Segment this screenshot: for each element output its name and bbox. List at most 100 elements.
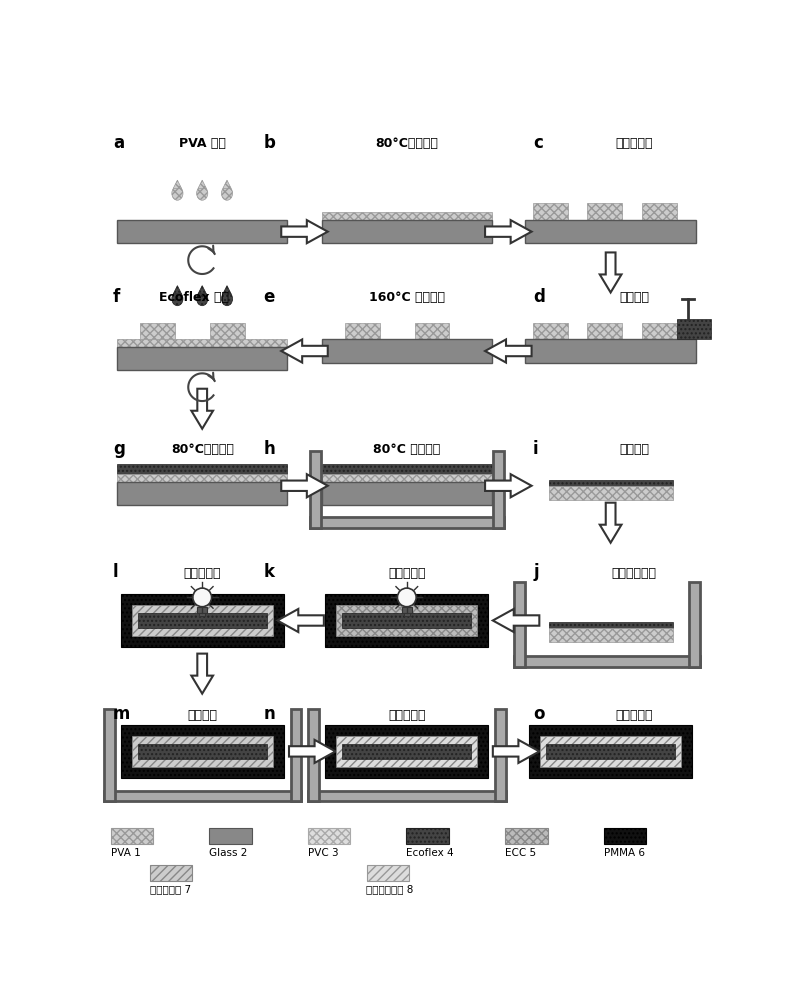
- Bar: [310, 517, 504, 528]
- Bar: [533, 323, 568, 339]
- Polygon shape: [492, 740, 539, 763]
- Bar: [117, 347, 287, 370]
- Bar: [533, 203, 568, 220]
- Bar: [540, 736, 681, 767]
- Bar: [336, 605, 477, 636]
- Bar: [343, 613, 471, 628]
- Text: PVC 3: PVC 3: [308, 848, 339, 858]
- Bar: [321, 474, 492, 482]
- Bar: [197, 607, 207, 613]
- Bar: [495, 709, 506, 801]
- Polygon shape: [278, 609, 324, 632]
- Polygon shape: [173, 286, 182, 294]
- Bar: [529, 725, 692, 778]
- Bar: [402, 607, 412, 613]
- Bar: [549, 480, 672, 486]
- Bar: [549, 628, 672, 642]
- Bar: [321, 464, 492, 474]
- Polygon shape: [223, 180, 232, 188]
- Bar: [404, 613, 410, 616]
- Text: 激光切割: 激光切割: [619, 443, 649, 456]
- Bar: [117, 482, 287, 505]
- Polygon shape: [173, 180, 182, 188]
- Text: c: c: [533, 134, 543, 152]
- Bar: [111, 828, 153, 844]
- Bar: [325, 725, 488, 778]
- Bar: [308, 828, 351, 844]
- Polygon shape: [282, 339, 328, 363]
- Text: j: j: [533, 563, 538, 581]
- Text: 水凝胶电极: 水凝胶电极: [615, 709, 653, 722]
- Circle shape: [397, 588, 416, 607]
- Text: d: d: [533, 288, 545, 306]
- Text: m: m: [113, 705, 131, 723]
- Text: l: l: [113, 563, 119, 581]
- Text: 160°C 烘箱加热: 160°C 烘箱加热: [369, 291, 445, 304]
- Bar: [676, 319, 711, 339]
- Bar: [345, 323, 380, 339]
- Ellipse shape: [197, 292, 208, 306]
- Text: PVA 1: PVA 1: [111, 848, 140, 858]
- Polygon shape: [485, 474, 531, 497]
- Bar: [132, 605, 273, 636]
- Ellipse shape: [197, 186, 208, 200]
- Bar: [117, 464, 287, 474]
- Text: 疏水处理: 疏水处理: [187, 709, 217, 722]
- Bar: [505, 828, 548, 844]
- Text: 80°C烘箱加热: 80°C烘箱加热: [170, 443, 234, 456]
- Bar: [199, 613, 205, 616]
- Bar: [642, 203, 676, 220]
- Bar: [549, 622, 672, 628]
- Text: Ecoflex 旋涂: Ecoflex 旋涂: [159, 291, 229, 304]
- Text: Ecoflex 4: Ecoflex 4: [407, 848, 454, 858]
- Text: n: n: [263, 705, 275, 723]
- Text: a: a: [113, 134, 125, 152]
- Bar: [290, 709, 301, 801]
- Bar: [140, 323, 175, 339]
- Bar: [310, 451, 321, 528]
- Bar: [121, 594, 284, 647]
- Text: 80°C烘箱加热: 80°C烘箱加热: [375, 137, 439, 150]
- Polygon shape: [600, 503, 622, 543]
- Bar: [321, 339, 492, 363]
- Bar: [514, 656, 699, 667]
- Bar: [549, 486, 672, 500]
- Text: PMMA 6: PMMA 6: [603, 848, 645, 858]
- Bar: [336, 736, 477, 767]
- Polygon shape: [282, 474, 328, 497]
- Bar: [588, 323, 623, 339]
- Polygon shape: [600, 252, 622, 292]
- Text: 紫外线照射: 紫外线照射: [388, 567, 426, 580]
- Bar: [514, 582, 525, 667]
- Bar: [526, 339, 696, 363]
- Bar: [325, 594, 488, 647]
- Ellipse shape: [221, 186, 232, 200]
- Ellipse shape: [172, 186, 183, 200]
- Bar: [603, 828, 646, 844]
- Text: 粘性水凝胶 7: 粘性水凝胶 7: [150, 885, 190, 895]
- Bar: [689, 582, 699, 667]
- Bar: [117, 474, 287, 482]
- Bar: [407, 828, 449, 844]
- Polygon shape: [485, 339, 531, 363]
- Bar: [104, 791, 301, 801]
- Text: 超声波清洗: 超声波清洗: [388, 709, 426, 722]
- Text: g: g: [113, 440, 125, 458]
- Text: PVA 旋涂: PVA 旋涂: [178, 137, 226, 150]
- Text: 紫外线照射: 紫外线照射: [183, 567, 221, 580]
- Text: 电极图案化: 电极图案化: [615, 137, 653, 150]
- Bar: [104, 709, 115, 801]
- Ellipse shape: [221, 292, 232, 306]
- Text: 80°C 水浴加热: 80°C 水浴加热: [374, 443, 440, 456]
- Bar: [132, 736, 273, 767]
- Text: o: o: [533, 705, 545, 723]
- Bar: [308, 709, 320, 801]
- Bar: [546, 744, 675, 759]
- Bar: [117, 339, 287, 347]
- Bar: [210, 323, 245, 339]
- Bar: [588, 203, 623, 220]
- Polygon shape: [191, 389, 213, 429]
- Polygon shape: [282, 220, 328, 243]
- Bar: [642, 323, 676, 339]
- Text: b: b: [263, 134, 275, 152]
